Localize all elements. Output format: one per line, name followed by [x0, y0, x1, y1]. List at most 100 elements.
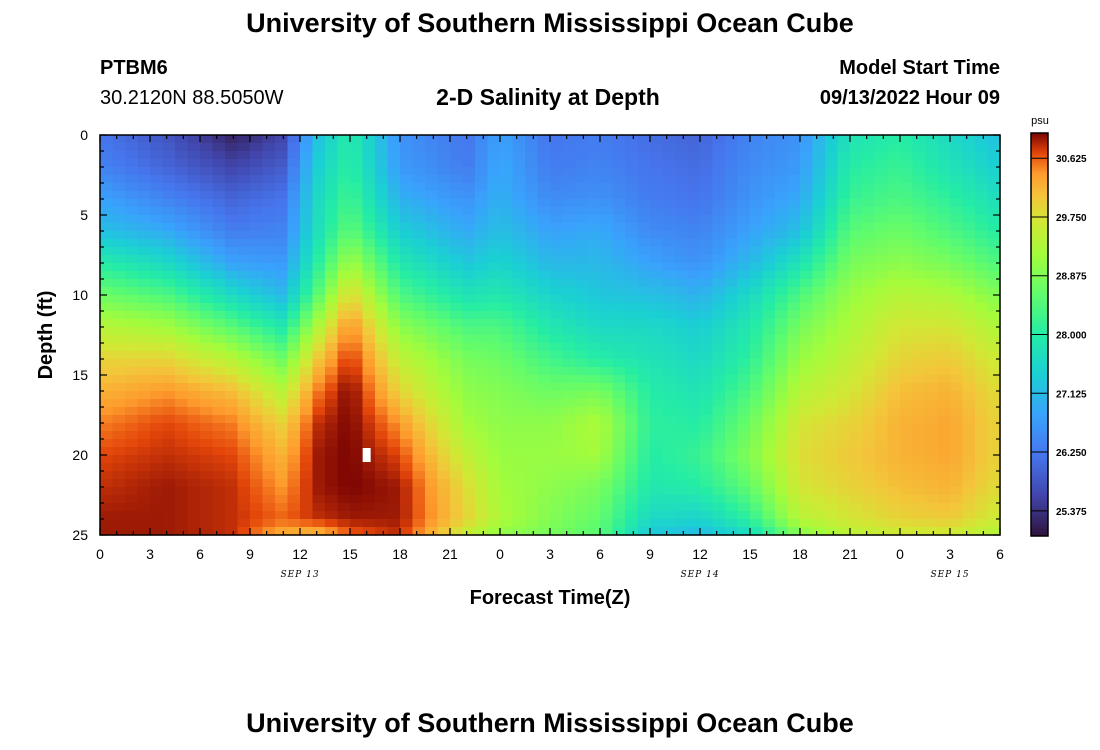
- heatmap-cell: [237, 327, 251, 336]
- heatmap-cell: [200, 511, 214, 520]
- heatmap-cell: [587, 343, 601, 352]
- heatmap-cell: [175, 455, 189, 464]
- heatmap-cell: [512, 391, 526, 400]
- heatmap-cell: [762, 447, 776, 456]
- heatmap-cell: [412, 151, 426, 160]
- heatmap-cell: [787, 519, 801, 528]
- heatmap-cell: [950, 487, 964, 496]
- heatmap-cell: [800, 455, 814, 464]
- heatmap-cell: [775, 463, 789, 472]
- heatmap-cell: [975, 431, 989, 440]
- heatmap-cell: [525, 247, 539, 256]
- heatmap-cell: [212, 471, 226, 480]
- heatmap-cell: [475, 183, 489, 192]
- heatmap-cell: [262, 239, 276, 248]
- heatmap-cell: [612, 487, 626, 496]
- heatmap-cell: [987, 511, 1001, 520]
- heatmap-cell: [362, 295, 376, 304]
- heatmap-cell: [725, 239, 739, 248]
- heatmap-cell: [437, 359, 451, 368]
- heatmap-cell: [912, 215, 926, 224]
- heatmap-cell: [650, 431, 664, 440]
- heatmap-cell: [925, 143, 939, 152]
- heatmap-cell: [437, 423, 451, 432]
- heatmap-cell: [125, 343, 139, 352]
- heatmap-cell: [837, 495, 851, 504]
- heatmap-cell: [900, 295, 914, 304]
- heatmap-cell: [737, 239, 751, 248]
- heatmap-cell: [962, 463, 976, 472]
- heatmap-cell: [887, 359, 901, 368]
- heatmap-cell: [675, 263, 689, 272]
- heatmap-cell: [350, 335, 364, 344]
- heatmap-cell: [412, 191, 426, 200]
- heatmap-cell: [137, 375, 151, 384]
- heatmap-cell: [187, 519, 201, 528]
- heatmap-cell: [837, 391, 851, 400]
- heatmap-cell: [137, 271, 151, 280]
- heatmap-cell: [487, 487, 501, 496]
- heatmap-cell: [687, 423, 701, 432]
- heatmap-cell: [712, 383, 726, 392]
- heatmap-cell: [837, 183, 851, 192]
- heatmap-cell: [575, 367, 589, 376]
- heatmap-cell: [862, 303, 876, 312]
- heatmap-cell: [212, 423, 226, 432]
- heatmap-cell: [337, 263, 351, 272]
- heatmap-cell: [412, 271, 426, 280]
- heatmap-cell: [237, 479, 251, 488]
- heatmap-cell: [125, 399, 139, 408]
- heatmap-cell: [387, 359, 401, 368]
- heatmap-cell: [937, 479, 951, 488]
- x-tick-label: 3: [146, 546, 154, 562]
- heatmap-cell: [562, 479, 576, 488]
- heatmap-cell: [212, 375, 226, 384]
- heatmap-cell: [212, 223, 226, 232]
- heatmap-cell: [500, 447, 514, 456]
- heatmap-cell: [500, 367, 514, 376]
- heatmap-cell: [375, 335, 389, 344]
- heatmap-cell: [962, 239, 976, 248]
- heatmap-cell: [350, 271, 364, 280]
- heatmap-cell: [500, 231, 514, 240]
- heatmap-cell: [812, 495, 826, 504]
- heatmap-cell: [987, 367, 1001, 376]
- heatmap-cell: [137, 327, 151, 336]
- heatmap-cell: [875, 391, 889, 400]
- heatmap-cell: [787, 471, 801, 480]
- heatmap-cell: [700, 231, 714, 240]
- heatmap-cell: [587, 191, 601, 200]
- heatmap-cell: [875, 295, 889, 304]
- heatmap-cell: [637, 383, 651, 392]
- heatmap-cell: [900, 279, 914, 288]
- heatmap-cell: [650, 207, 664, 216]
- heatmap-cell: [625, 143, 639, 152]
- heatmap-cell: [200, 455, 214, 464]
- heatmap-cell: [875, 351, 889, 360]
- heatmap-cell: [600, 407, 614, 416]
- heatmap-cell: [850, 143, 864, 152]
- heatmap-cell: [750, 303, 764, 312]
- heatmap-cell: [425, 407, 439, 416]
- heatmap-cell: [487, 159, 501, 168]
- heatmap-cell: [925, 407, 939, 416]
- heatmap-cell: [775, 151, 789, 160]
- heatmap-cell: [587, 207, 601, 216]
- heatmap-cell: [500, 519, 514, 528]
- heatmap-cell: [312, 271, 326, 280]
- heatmap-cell: [800, 519, 814, 528]
- heatmap-cell: [600, 223, 614, 232]
- heatmap-cell: [887, 495, 901, 504]
- heatmap-cell: [450, 527, 464, 536]
- heatmap-cell: [875, 255, 889, 264]
- heatmap-cell: [837, 527, 851, 536]
- heatmap-cell: [137, 207, 151, 216]
- heatmap-cell: [487, 183, 501, 192]
- heatmap-cell: [150, 431, 164, 440]
- heatmap-cell: [425, 327, 439, 336]
- heatmap-cell: [237, 151, 251, 160]
- heatmap-cell: [925, 431, 939, 440]
- heatmap-cell: [862, 207, 876, 216]
- heatmap-cell: [762, 271, 776, 280]
- heatmap-cell: [162, 263, 176, 272]
